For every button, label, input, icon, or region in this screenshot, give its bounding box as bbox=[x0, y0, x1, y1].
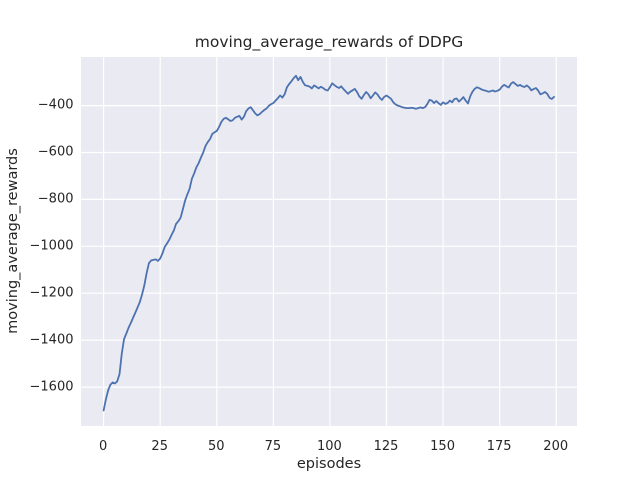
y-tick-label: −1400 bbox=[29, 332, 74, 348]
plot-background bbox=[80, 56, 577, 426]
y-tick-label: −800 bbox=[37, 191, 74, 207]
x-axis-label: episodes bbox=[296, 456, 362, 472]
y-tick-label: −1600 bbox=[29, 379, 74, 395]
y-tick-label: −400 bbox=[37, 97, 74, 113]
x-tick-label: 100 bbox=[317, 439, 342, 454]
x-tick-label: 50 bbox=[207, 439, 225, 454]
y-tick-label: −600 bbox=[37, 144, 74, 160]
y-tick-label: −1200 bbox=[29, 285, 74, 301]
x-tick-label: 25 bbox=[151, 439, 168, 454]
x-tick-label: 150 bbox=[430, 439, 455, 454]
y-tick-label: −1000 bbox=[29, 238, 74, 254]
x-tick-label: 200 bbox=[543, 439, 569, 454]
plot-area bbox=[80, 56, 577, 426]
x-tick-label: 0 bbox=[98, 439, 108, 454]
series-line bbox=[102, 74, 555, 411]
x-tick-label: 175 bbox=[486, 439, 512, 454]
x-tick-label: 125 bbox=[373, 439, 399, 454]
y-axis-label: moving_average_rewards bbox=[5, 148, 21, 334]
chart-title: moving_average_rewards of DDPG bbox=[194, 33, 464, 51]
x-tick-label: 75 bbox=[264, 439, 282, 454]
